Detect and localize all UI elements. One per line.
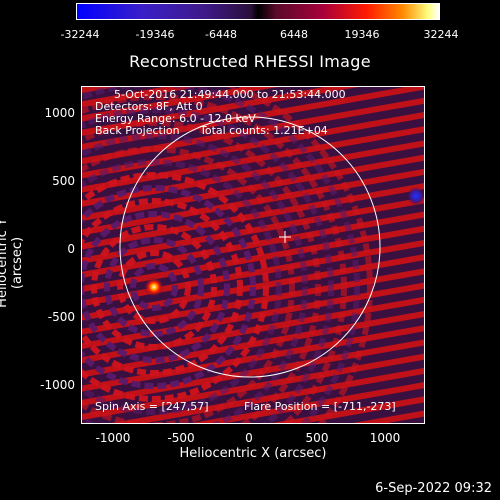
interference-ring: [82, 94, 347, 423]
y-tick: 1000: [44, 106, 75, 120]
total-counts: Total counts: 1.21E+04: [200, 124, 328, 137]
flare-source: [144, 277, 164, 297]
interference-ring: [82, 172, 269, 402]
x-axis-label: Heliocentric X (arcsec): [179, 446, 327, 461]
interference-ring: [82, 120, 321, 423]
interference-ring: [82, 107, 334, 423]
interference-ring: [82, 185, 256, 389]
interference-ring: [130, 263, 178, 311]
colorbar-tick: -32244: [60, 28, 100, 41]
method: Back Projection: [95, 124, 180, 137]
interference-ring: [82, 87, 360, 423]
y-axis-label: Heliocentric Y (arcsec): [0, 218, 25, 308]
interference-ring: [82, 133, 308, 423]
colorbar-tick: 6448: [280, 28, 308, 41]
flare-position: Flare Position = [-711,-273]: [244, 400, 396, 413]
rhessi-image-panel: [81, 86, 425, 424]
solar-limb: [119, 116, 381, 378]
rhessi-image: [82, 87, 424, 423]
x-tick: 0: [245, 431, 253, 445]
image-title: Reconstructed RHESSI Image: [129, 52, 371, 71]
interference-ring: [82, 146, 295, 423]
colorbar-tick: 19346: [344, 28, 380, 41]
energy-range: Energy Range: 6.0 - 12.0 keV: [95, 112, 256, 125]
spin-axis: Spin Axis = [247,57]: [95, 400, 209, 413]
interference-ring: [227, 87, 373, 423]
interference-ring: [82, 159, 282, 415]
colorbar-tick: -19346: [135, 28, 175, 41]
source-rings: [82, 87, 373, 423]
x-tick: -1000: [95, 431, 131, 445]
negative-source: [407, 187, 424, 205]
interference-ring: [91, 224, 217, 350]
footer-timestamp: 6-Sep-2022 09:32: [375, 481, 492, 496]
colorbar: [76, 3, 440, 20]
y-tick: -500: [47, 310, 75, 324]
interference-ring: [117, 250, 191, 324]
time-range: 5-Oct-2016 21:49:44.000 to 21:53:44.000: [114, 88, 346, 101]
x-tick: 1000: [369, 431, 401, 445]
y-tick: 0: [67, 242, 75, 256]
colorbar-tick: -6448: [205, 28, 237, 41]
spin-axis-marker: [279, 231, 291, 243]
colorbar-tick: 32244: [423, 28, 459, 41]
interference-ring: [82, 198, 243, 376]
y-tick: -1000: [40, 378, 75, 392]
interference-ring: [82, 211, 230, 363]
x-tick: 500: [305, 431, 329, 445]
detectors: Detectors: 8F, Att 0: [95, 100, 203, 113]
y-tick: 500: [52, 174, 75, 188]
x-tick: -500: [167, 431, 195, 445]
